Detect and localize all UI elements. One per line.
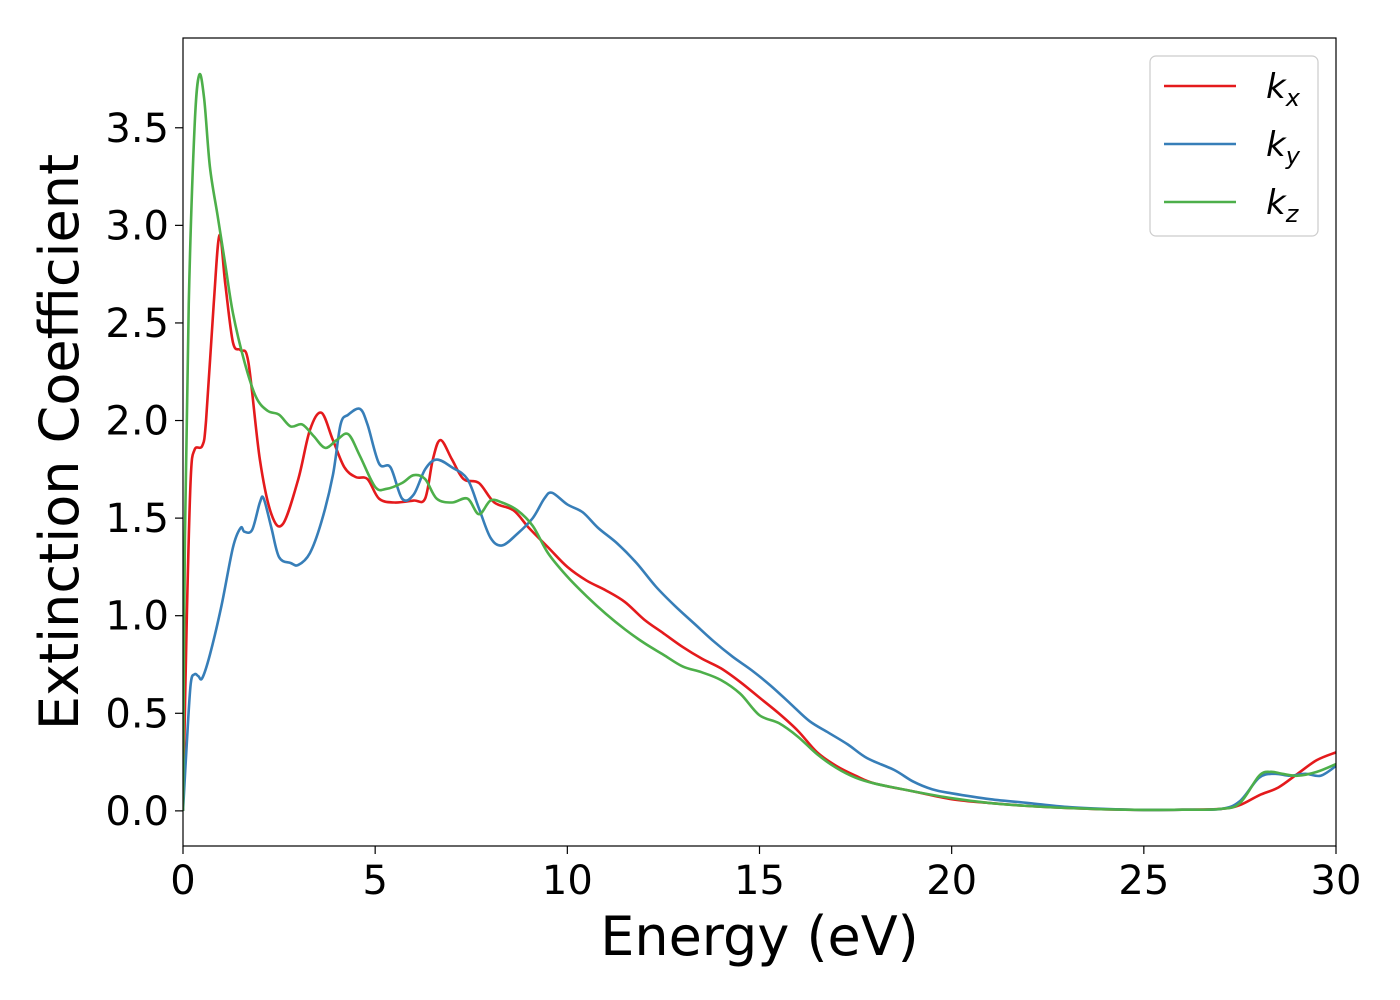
x-tick-label: 20 [926,858,977,904]
x-tick-label: 10 [542,858,593,904]
y-tick-label: 1.0 [105,594,169,640]
legend: kx ky kz [1149,55,1319,237]
x-tick-label: 15 [734,858,785,904]
y-tick-label: 1.5 [105,496,169,542]
y-tick-label: 3.0 [105,203,169,249]
y-tick-label: 2.5 [105,301,169,347]
legend-label: kz [1266,183,1300,228]
legend-label: kx [1266,67,1301,112]
x-tick-label: 25 [1118,858,1169,904]
y-axis-ticks: 0.0 0.5 1.0 1.5 2.0 2.5 3.0 3.5 [105,106,183,835]
y-axis-title: Extinction Coefficient [28,154,91,730]
series-line-kz [183,72,1336,812]
x-tick-label: 0 [170,858,195,904]
y-tick-label: 0.5 [105,691,169,737]
y-tick-label: 2.0 [105,399,169,445]
x-axis-ticks: 0 5 10 15 20 25 30 [170,846,1361,904]
x-tick-label: 5 [362,858,387,904]
series-line-ky [183,407,1336,812]
x-tick-label: 30 [1311,858,1362,904]
series-layer [183,72,1336,812]
y-tick-label: 0.0 [105,789,169,835]
y-tick-label: 3.5 [105,106,169,152]
legend-box [1149,55,1319,237]
x-axis-title: Energy (eV) [600,905,919,968]
legend-label: ky [1266,125,1301,170]
